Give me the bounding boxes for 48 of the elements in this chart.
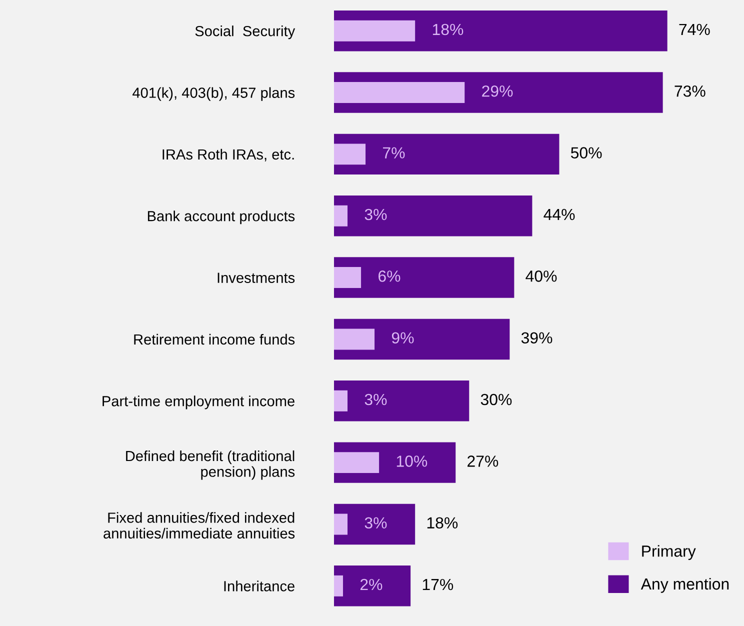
- y-tick-label: 401(k), 403(b), 457 plans: [132, 87, 295, 101]
- data-label: 18%: [427, 517, 458, 529]
- data-label: 6%: [378, 270, 400, 282]
- data-label: 73%: [674, 85, 706, 97]
- bar: [334, 566, 411, 606]
- y-tick-label: Fixed annuities/fixed indexed annuities/immediate annuities: [104, 512, 295, 539]
- data-label: 3%: [364, 517, 387, 529]
- data-label: 44%: [544, 208, 575, 220]
- data-label: 30%: [480, 394, 512, 406]
- data-label: 18%: [432, 24, 464, 36]
- y-tick-label: Investments: [218, 272, 295, 283]
- bar: [334, 390, 348, 412]
- bar: [334, 134, 560, 175]
- bar: [334, 144, 366, 165]
- y-tick-label: Bank account products: [148, 210, 295, 224]
- data-label: 7%: [383, 147, 405, 158]
- y-tick-label: IRAs Roth IRAs, etc.: [162, 148, 294, 162]
- bar: [334, 82, 465, 103]
- data-label: 10%: [396, 456, 428, 467]
- data-label: 40%: [526, 270, 557, 282]
- y-tick-label: Defined benefit (traditional pension) plans: [126, 450, 295, 480]
- bar: [334, 328, 375, 350]
- bar: [334, 196, 532, 236]
- data-label: 2%: [360, 578, 382, 590]
- data-label: 29%: [482, 85, 513, 97]
- data-label: 27%: [468, 456, 498, 467]
- bar: [334, 514, 348, 535]
- bar: [334, 257, 514, 298]
- data-label: 39%: [521, 332, 552, 344]
- y-tick-label: Social Security: [195, 26, 296, 40]
- data-label: 3%: [364, 208, 387, 220]
- bar: [334, 504, 416, 545]
- y-tick-label: Retirement income funds: [134, 334, 295, 345]
- legend-label: Any mention: [640, 578, 729, 593]
- bar: [334, 20, 416, 42]
- y-tick-label: Inheritance: [224, 580, 294, 592]
- data-label: 3%: [364, 394, 387, 406]
- bar: [334, 575, 344, 596]
- y-tick-label: Part-time employment income: [102, 396, 294, 410]
- data-label: 9%: [392, 332, 414, 344]
- bar: [334, 267, 362, 288]
- data-label: 74%: [679, 24, 710, 36]
- bar: [334, 380, 470, 422]
- legend-label: Primary: [642, 545, 696, 560]
- data-label: 17%: [422, 578, 454, 590]
- bar: [334, 452, 380, 474]
- bar: [334, 205, 348, 226]
- data-label: 50%: [570, 147, 602, 158]
